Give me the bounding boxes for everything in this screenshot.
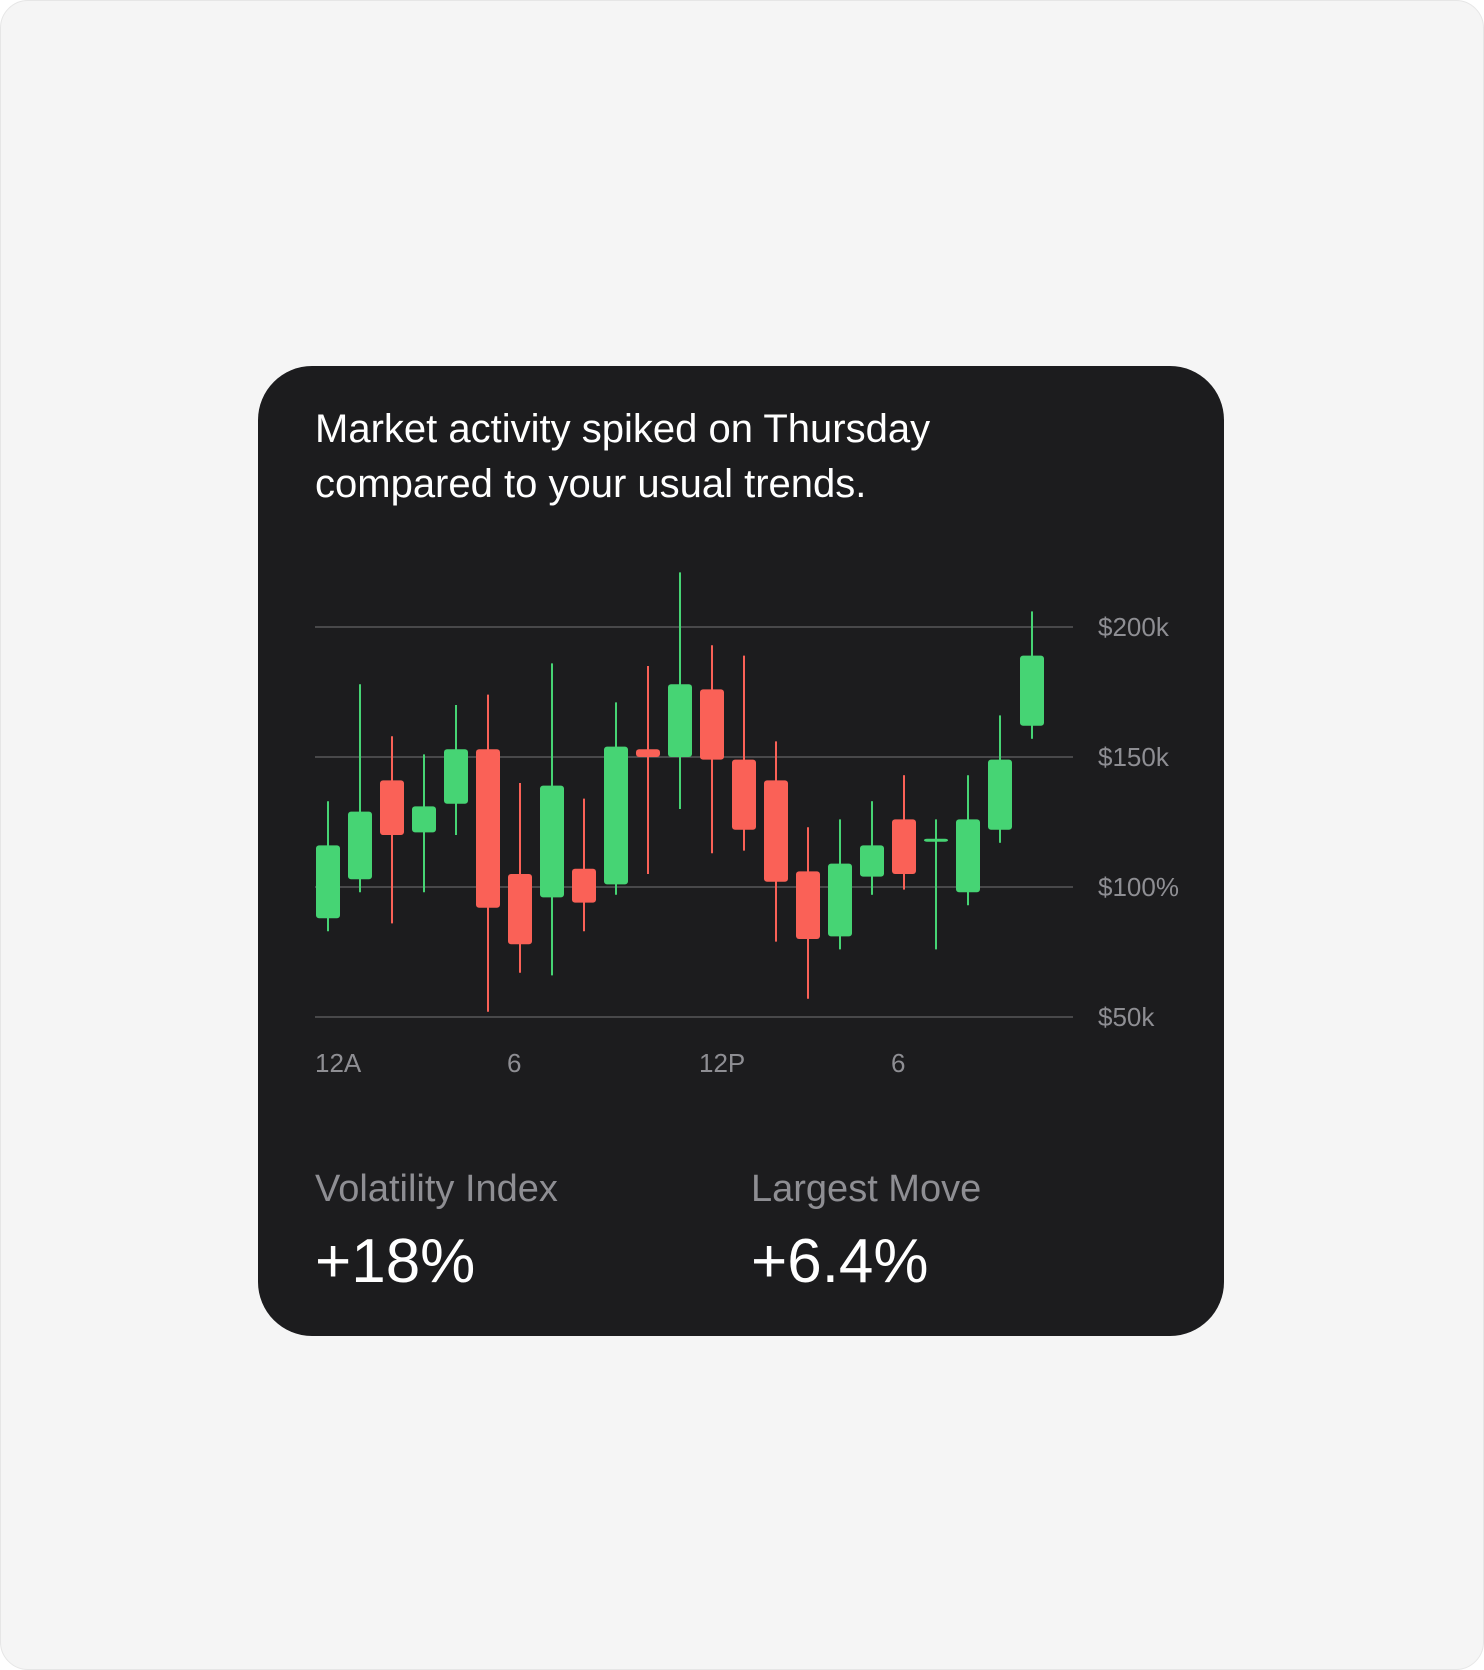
candle-down xyxy=(732,759,756,830)
candle-down xyxy=(476,749,500,908)
candle-up xyxy=(348,811,372,880)
candle-up xyxy=(860,845,884,877)
x-tick-label: 12A xyxy=(315,1048,362,1078)
y-tick-label: $200k xyxy=(1098,612,1170,642)
y-tick-label: $100% xyxy=(1098,872,1179,902)
candle-down xyxy=(796,871,820,939)
candle-down xyxy=(380,780,404,835)
y-tick-label: $150k xyxy=(1098,742,1170,772)
candlestick-chart: $50k $100% $150k $200k 12A 6 12P 6 xyxy=(315,572,1179,1078)
card-headline: Market activity spiked on Thursday compa… xyxy=(315,407,931,506)
candle-up xyxy=(412,806,436,833)
candle-down xyxy=(508,874,532,945)
stat-value: +18% xyxy=(315,1227,476,1296)
candle-up xyxy=(956,819,980,893)
candle-up xyxy=(924,838,948,842)
candle-up xyxy=(668,684,692,757)
candle-up xyxy=(316,845,340,919)
x-tick-label: 6 xyxy=(891,1048,905,1078)
candle-up xyxy=(988,759,1012,830)
x-tick-label: 6 xyxy=(507,1048,521,1078)
candle-down xyxy=(636,749,660,757)
stat-volatility-index: Volatility Index +18% xyxy=(315,1166,558,1298)
candle-down xyxy=(892,819,916,874)
stat-label: Volatility Index xyxy=(315,1168,558,1210)
market-activity-card: Market activity spiked on Thursday compa… xyxy=(258,366,1224,1336)
candle-down xyxy=(700,689,724,760)
stat-largest-move: Largest Move +6.4% xyxy=(751,1166,981,1298)
candle-up xyxy=(828,863,852,937)
candle-up xyxy=(540,785,564,898)
candle-up xyxy=(604,746,628,885)
y-tick-label: $50k xyxy=(1098,1002,1155,1032)
x-tick-label: 12P xyxy=(699,1048,745,1078)
candle-down xyxy=(764,780,788,882)
stat-value: +6.4% xyxy=(751,1227,929,1296)
candle-up xyxy=(444,749,468,804)
stat-label: Largest Move xyxy=(751,1168,982,1210)
candle-up xyxy=(1020,655,1044,726)
candle-down xyxy=(572,868,596,903)
